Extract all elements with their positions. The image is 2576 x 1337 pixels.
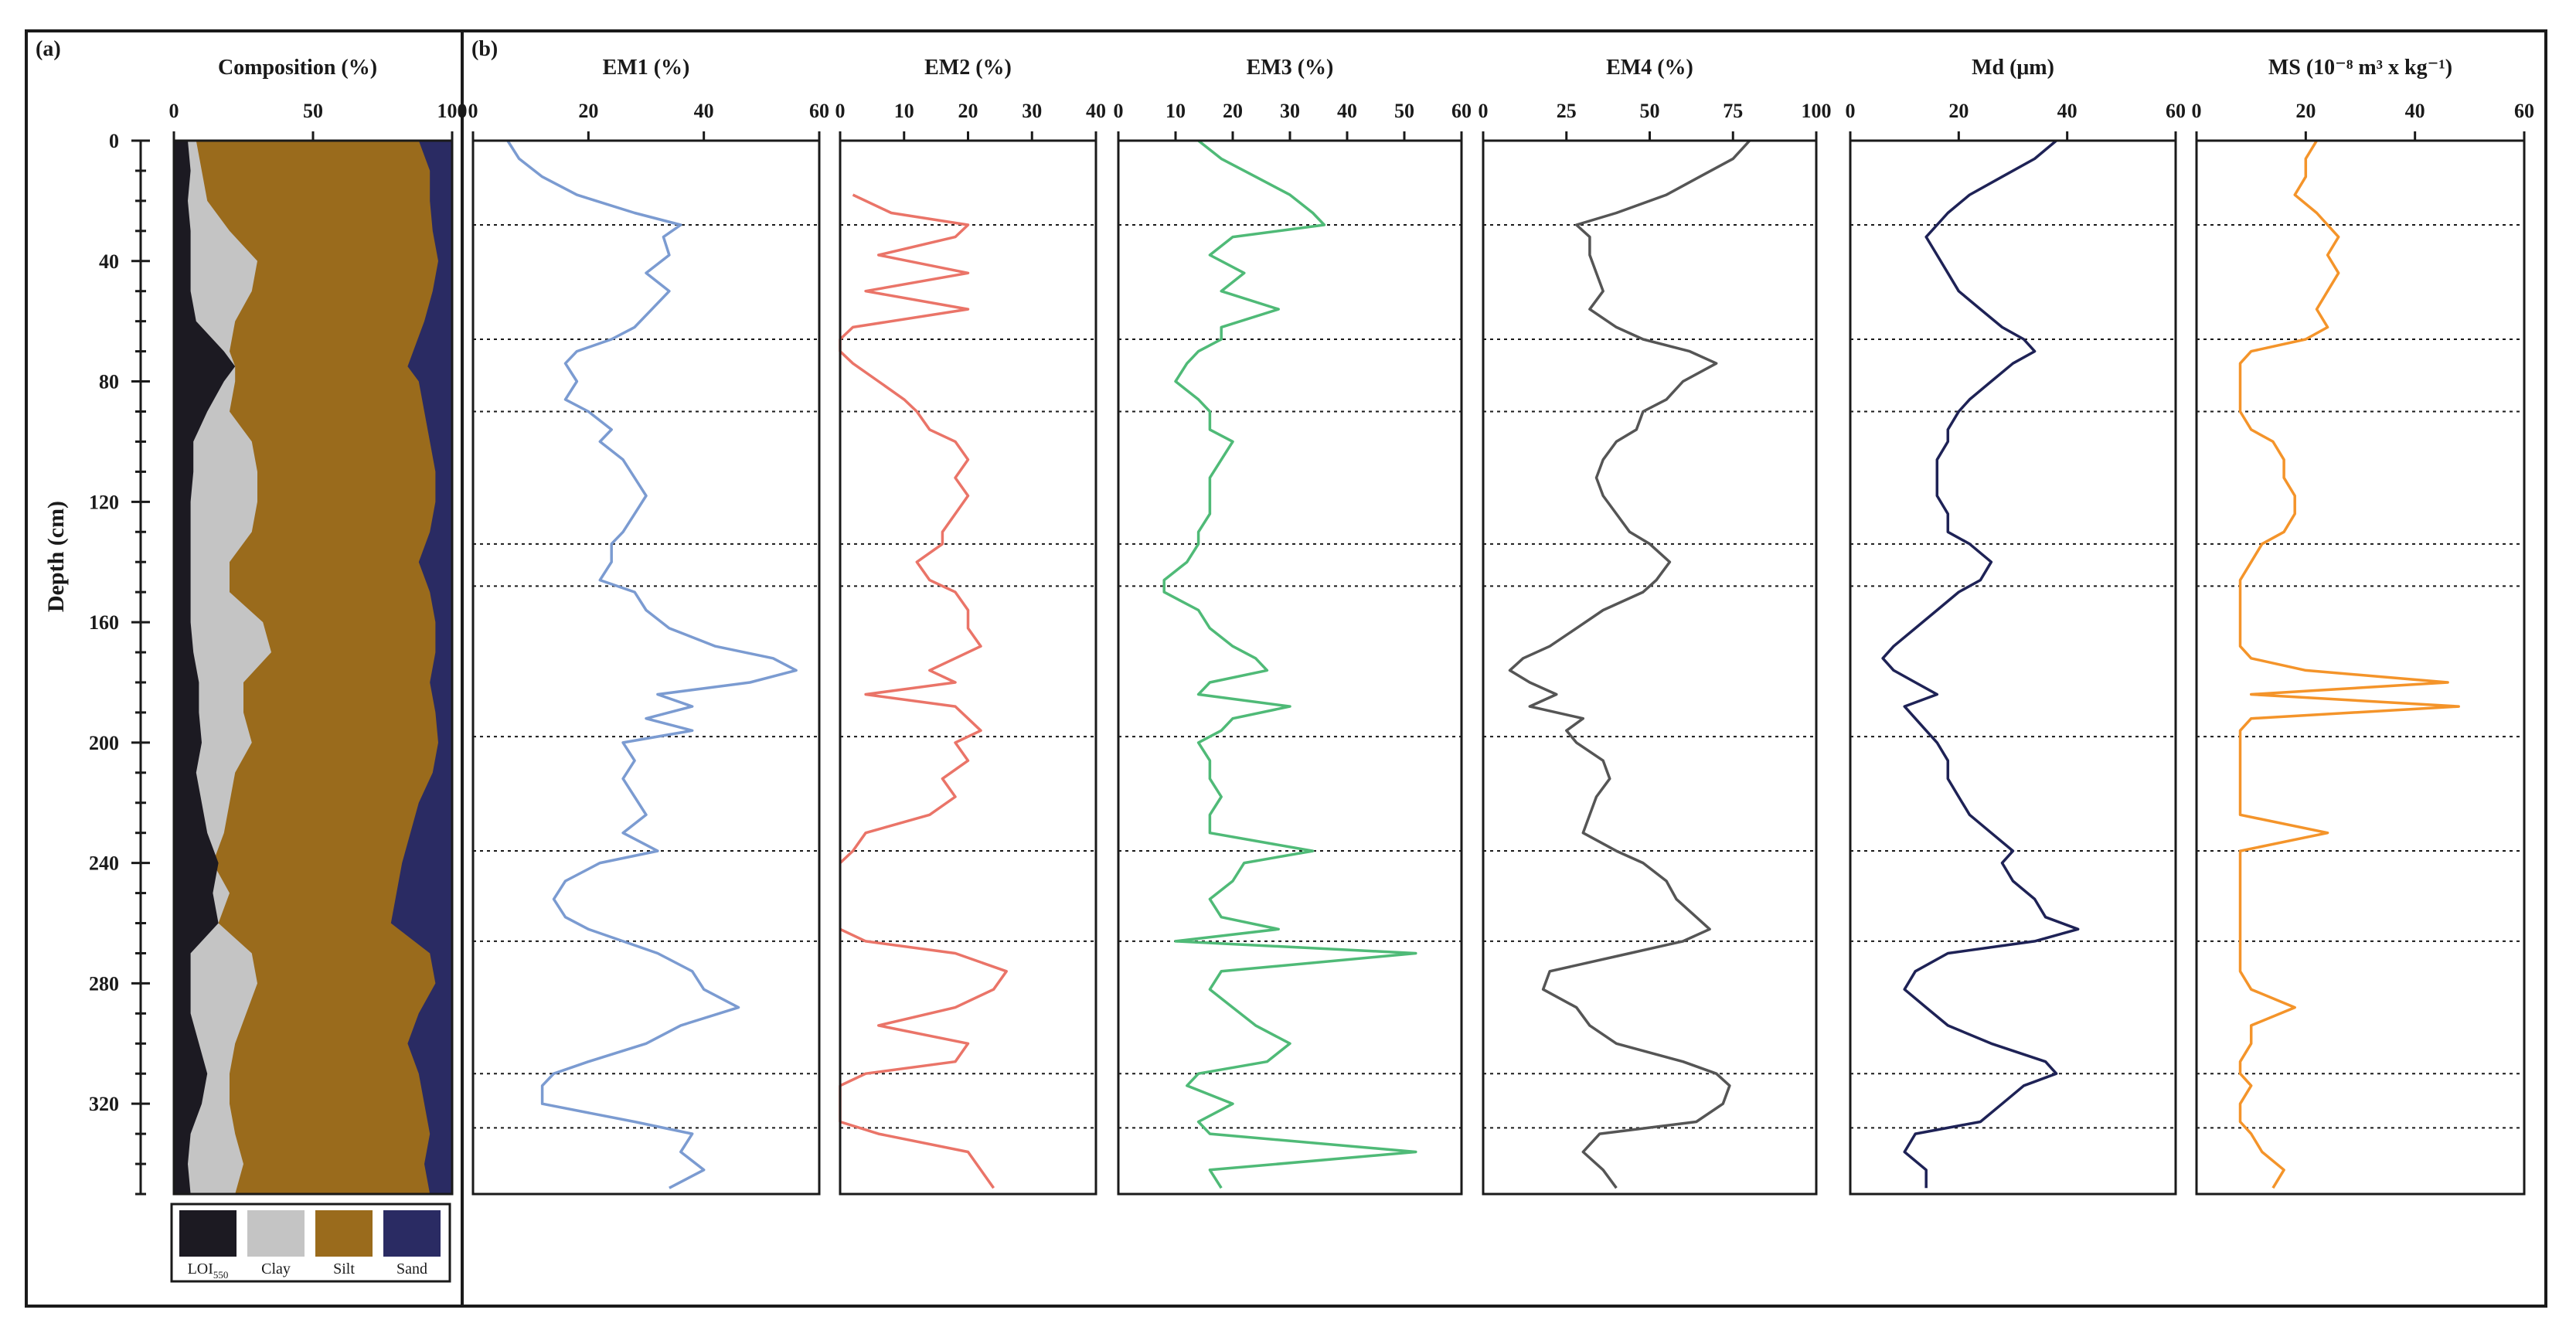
profile-frame	[2195, 139, 2526, 1196]
composition-plot: 0 50 100	[169, 100, 468, 1196]
profile-x-tick-label: 40	[1086, 100, 1106, 122]
profile-panel-em1: 0 20 40 60 EM1 (%)	[468, 56, 829, 1196]
profile-x-tick-label: 60	[2514, 100, 2534, 122]
profile-title-em1: EM1 (%)	[603, 56, 690, 80]
profile-panel-em3: 0 10 20 30 40 50 60 EM3 (%)	[1114, 56, 1472, 1196]
profile-panel-md-m: 0 20 40 60 Md (μm)	[1846, 56, 2186, 1196]
profile-title-em2: EM2 (%)	[924, 56, 1012, 80]
profile-x-tick-label: 30	[1280, 100, 1300, 122]
legend-frame	[170, 1203, 451, 1283]
profile-x-tick-label: 0	[1846, 100, 1856, 122]
depth-tick-label: 320	[89, 1093, 119, 1115]
profile-x-tick-label: 60	[1451, 100, 1472, 122]
profile-x-tick-label: 75	[1723, 100, 1743, 122]
profile-title-em3: EM3 (%)	[1247, 56, 1334, 80]
figure-frame	[25, 29, 2547, 1308]
profile-frame	[1117, 139, 1463, 1196]
profile-x-tick-label: 60	[809, 100, 829, 122]
depth-axis: 0 40 80 120 160 200 240 280 320	[89, 130, 150, 1196]
profile-x-tick-label: 10	[1165, 100, 1186, 122]
legend-label-silt: Silt	[333, 1260, 355, 1277]
composition-x-tick-label: 50	[303, 100, 323, 122]
profile-x-tick-label: 0	[1114, 100, 1124, 122]
profile-x-tick-label: 20	[2295, 100, 2316, 122]
profile-x-tick-label: 30	[1022, 100, 1042, 122]
profile-title-ms-10-m-x-kg: MS (10⁻⁸ m³ x kg⁻¹)	[2268, 56, 2452, 80]
depth-tick-label: 0	[109, 130, 119, 152]
profile-x-tick-label: 20	[578, 100, 598, 122]
profile-x-tick-label: 60	[2166, 100, 2186, 122]
profile-title-md-m: Md (μm)	[1972, 56, 2054, 80]
depth-tick-label: 80	[99, 371, 119, 393]
legend-label-sand: Sand	[396, 1260, 427, 1277]
profile-line-ms-10-m-x-kg	[2238, 140, 2460, 1189]
composition-area-loi550	[174, 141, 236, 1194]
profile-x-tick-label: 40	[1337, 100, 1357, 122]
profile-x-tick-label: 0	[1479, 100, 1489, 122]
profile-line-em2	[839, 193, 1008, 1189]
profile-plots: 0 20 40 60 EM1 (%) 0 10 20 30 40 EM2 (%) 0 10 20 30 40 5…	[468, 56, 2534, 1196]
profile-x-tick-label: 100	[1802, 100, 1832, 122]
profile-x-tick-label: 20	[958, 100, 978, 122]
profile-x-tick-label: 0	[2192, 100, 2202, 122]
legend-label-loi550: LOI550	[188, 1260, 229, 1281]
depth-tick-label: 120	[89, 491, 119, 513]
profile-frame	[471, 139, 821, 1196]
depth-tick-label: 240	[89, 852, 119, 875]
profile-panel-em4: 0 25 50 75 100 EM4 (%)	[1479, 56, 1832, 1196]
profile-frame	[1849, 139, 2177, 1196]
composition-title: Composition (%)	[218, 56, 377, 80]
profile-frame	[839, 139, 1097, 1196]
legend-swatch-loi550	[179, 1210, 237, 1257]
profile-x-tick-label: 50	[1640, 100, 1660, 122]
depth-tick-label: 160	[89, 611, 119, 634]
profile-line-em1	[506, 140, 798, 1189]
profile-line-em4	[1508, 139, 1751, 1189]
composition-x-tick-label: 100	[437, 100, 468, 122]
legend-swatch-silt	[315, 1210, 373, 1257]
composition-area-silt	[174, 141, 438, 1194]
profile-panel-em2: 0 10 20 30 40 EM2 (%)	[835, 56, 1106, 1196]
profile-x-tick-label: 50	[1394, 100, 1414, 122]
composition-legend: LOI550 Clay Silt Sand	[170, 1203, 451, 1283]
profile-x-tick-label: 40	[2057, 100, 2077, 122]
profile-line-em3	[1162, 139, 1417, 1189]
profile-x-tick-label: 0	[468, 100, 478, 122]
profile-x-tick-label: 0	[835, 100, 846, 122]
profile-x-tick-label: 10	[894, 100, 914, 122]
profile-frame	[1482, 139, 1818, 1196]
panel-a-label: (a)	[36, 37, 61, 61]
depth-tick-label: 40	[99, 250, 119, 273]
profile-title-em4: EM4 (%)	[1606, 56, 1693, 80]
profile-x-tick-label: 20	[1223, 100, 1243, 122]
profile-line-md-m	[1881, 139, 2080, 1189]
depth-tick-label: 200	[89, 732, 119, 754]
profile-panel-ms-10-m-x-kg: 0 20 40 60 MS (10⁻⁸ m³ x kg⁻¹)	[2192, 56, 2534, 1196]
depth-axis-label: Depth (cm)	[43, 501, 69, 612]
legend-label-clay: Clay	[261, 1260, 291, 1277]
composition-x-tick-label: 0	[169, 100, 179, 122]
profile-x-tick-label: 20	[1948, 100, 1969, 122]
profile-x-tick-label: 40	[2405, 100, 2425, 122]
depth-tick-label: 280	[89, 972, 119, 995]
profile-x-tick-label: 40	[694, 100, 714, 122]
legend-swatch-clay	[247, 1210, 305, 1257]
profile-x-tick-label: 25	[1557, 100, 1577, 122]
panel-b-label: (b)	[471, 37, 498, 61]
legend-swatch-sand	[383, 1210, 441, 1257]
